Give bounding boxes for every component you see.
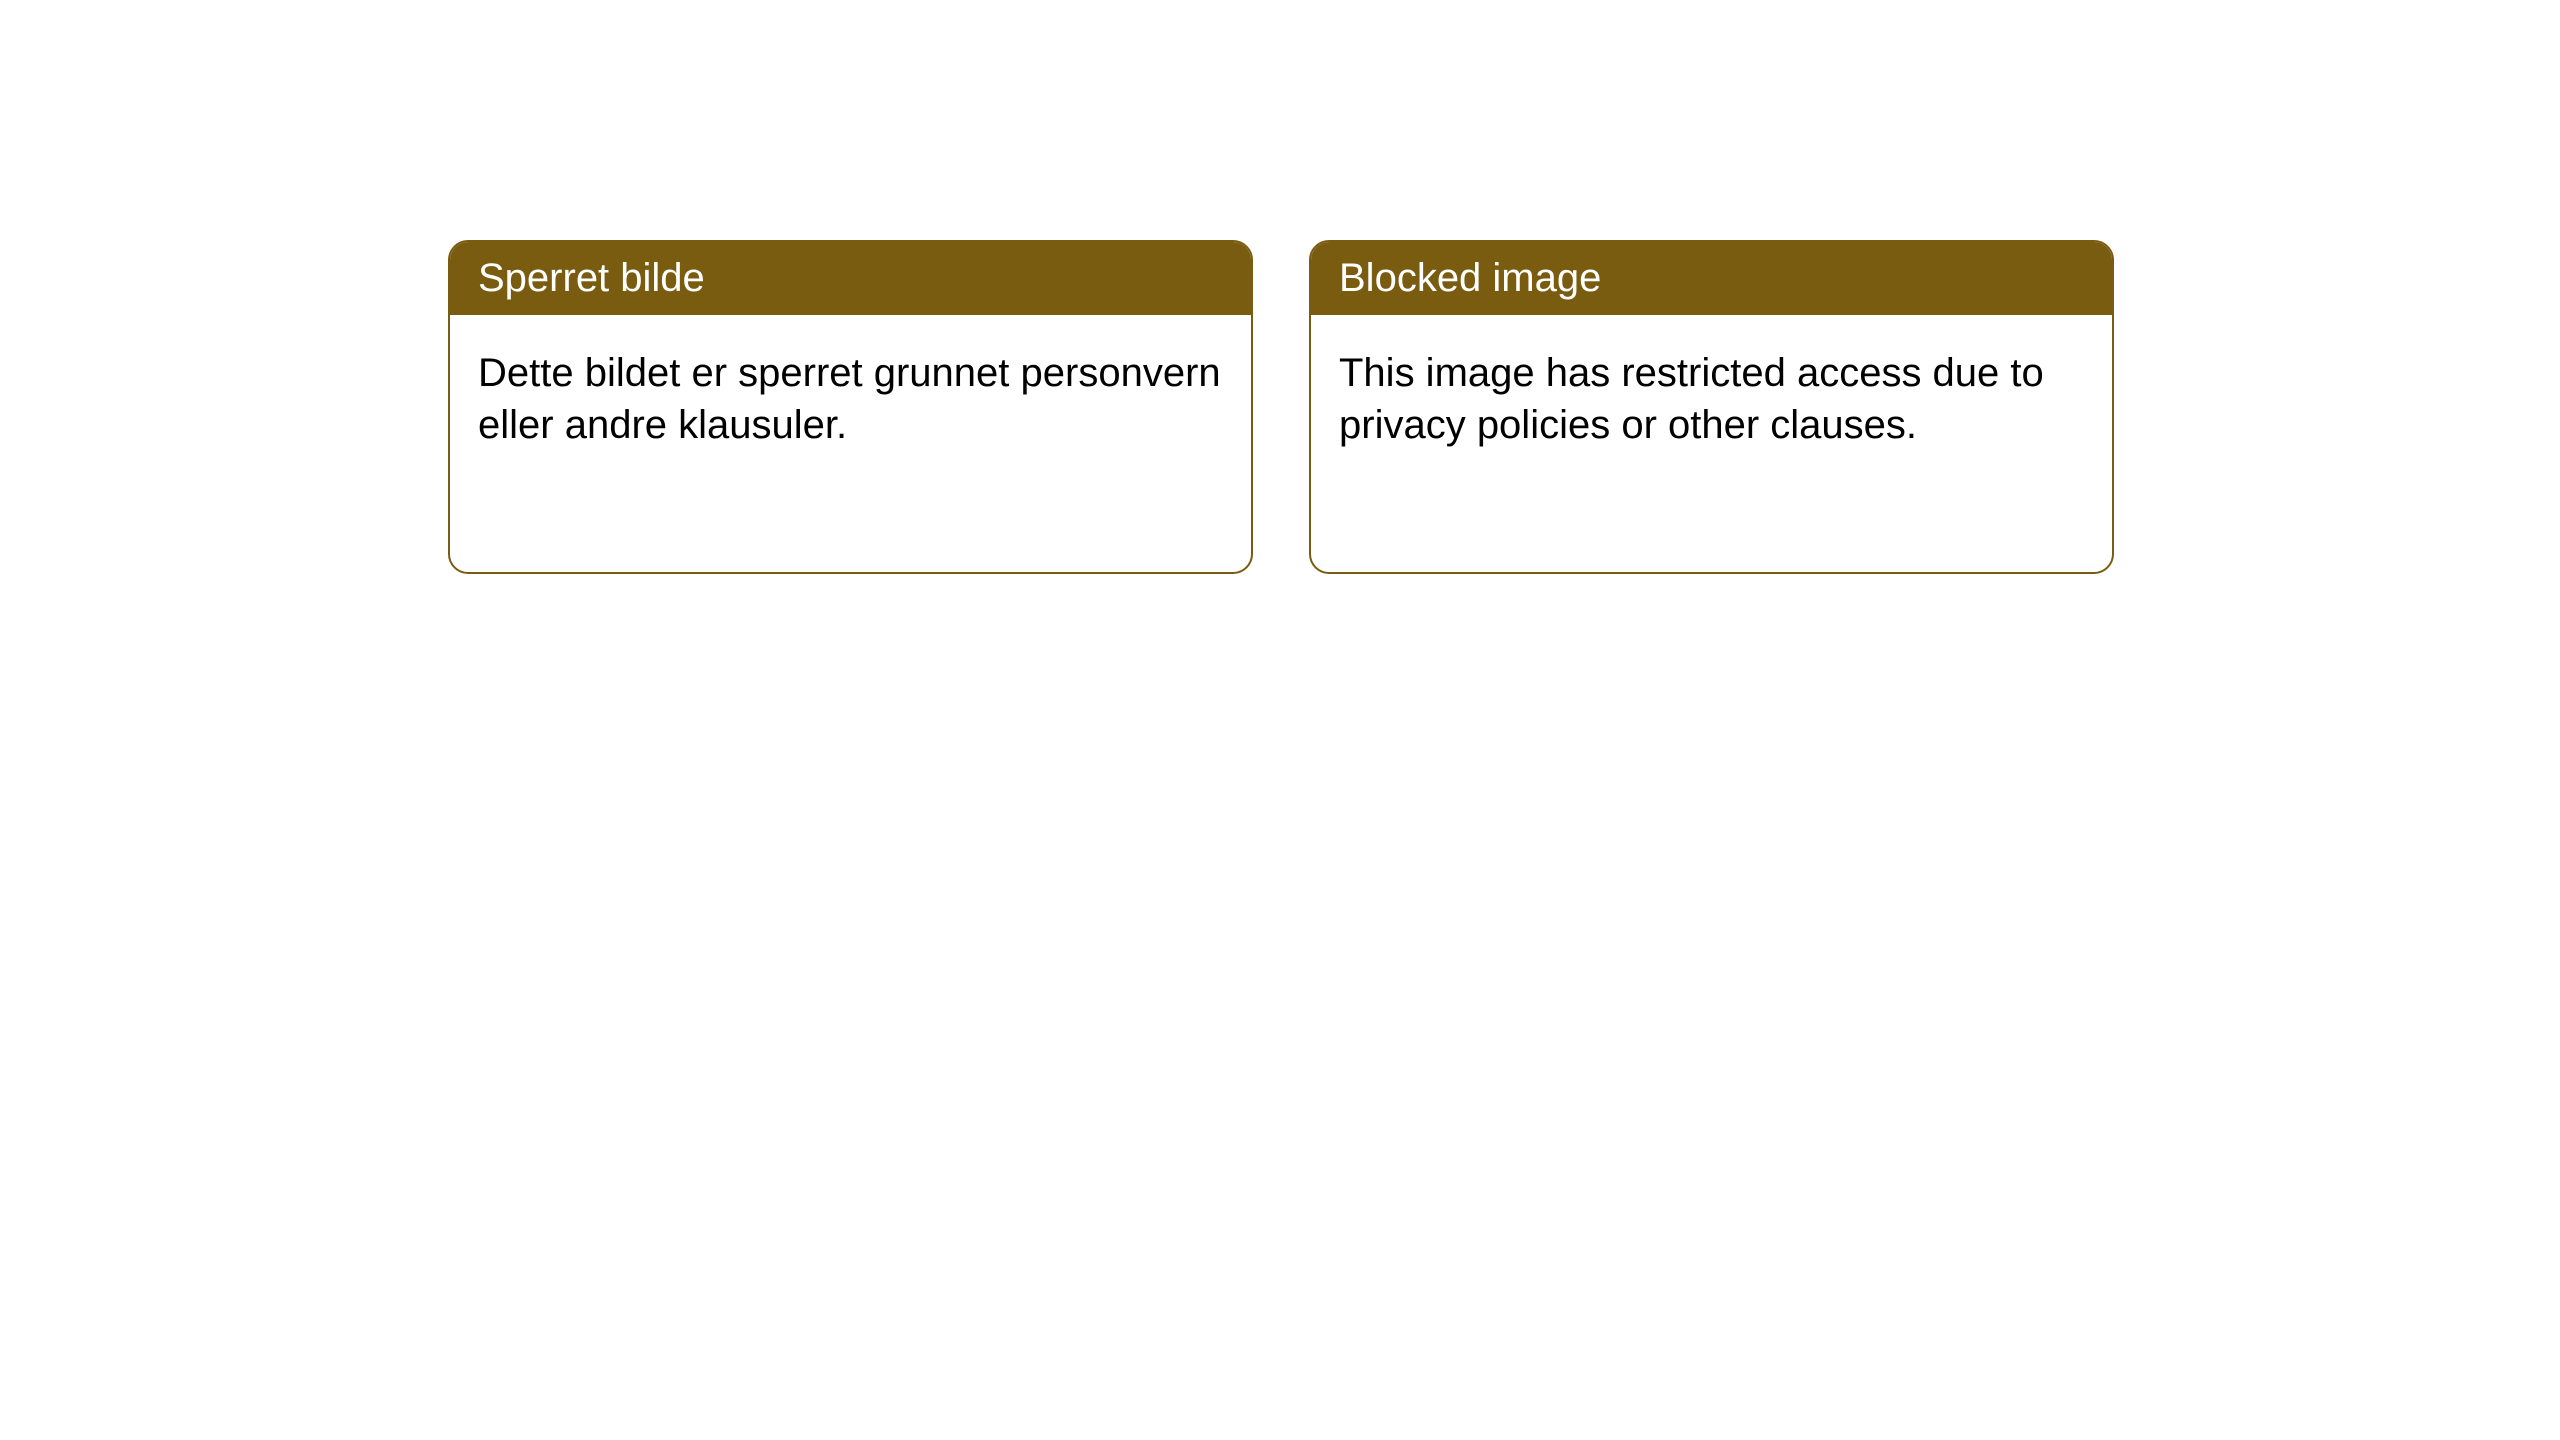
notice-card-english: Blocked image This image has restricted … xyxy=(1309,240,2114,574)
notice-title-norwegian: Sperret bilde xyxy=(450,242,1251,315)
notice-title-english: Blocked image xyxy=(1311,242,2112,315)
notice-container: Sperret bilde Dette bildet er sperret gr… xyxy=(448,240,2114,574)
notice-body-norwegian: Dette bildet er sperret grunnet personve… xyxy=(450,315,1251,483)
notice-card-norwegian: Sperret bilde Dette bildet er sperret gr… xyxy=(448,240,1253,574)
notice-body-english: This image has restricted access due to … xyxy=(1311,315,2112,483)
